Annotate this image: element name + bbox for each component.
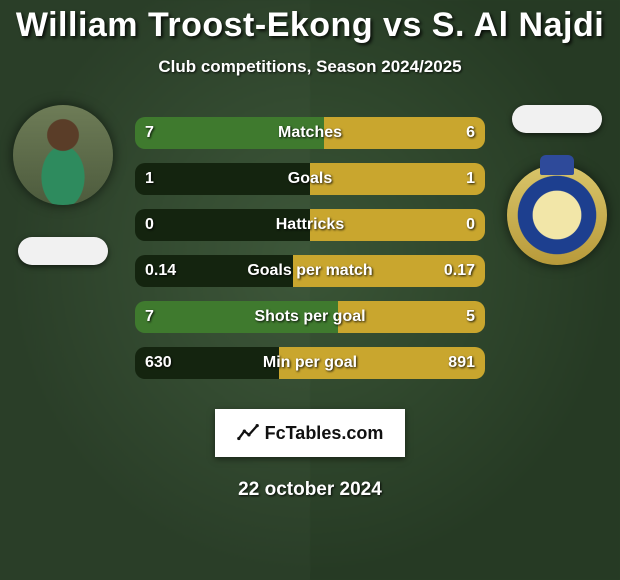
stat-row: 630Min per goal891 (135, 347, 485, 379)
stat-row: 7Matches6 (135, 117, 485, 149)
stat-value-left: 7 (135, 308, 195, 326)
stat-value-right: 6 (425, 124, 485, 142)
stat-value-right: 0.17 (425, 262, 485, 280)
comparison-card: William Troost-Ekong vs S. Al Najdi Club… (0, 0, 620, 580)
stat-label: Hattricks (195, 216, 425, 234)
stat-value-left: 0.14 (135, 262, 195, 280)
brand-text: FcTables.com (265, 423, 384, 444)
stat-row: 1Goals1 (135, 163, 485, 195)
stat-value-right: 5 (425, 308, 485, 326)
stat-label: Min per goal (195, 354, 425, 372)
stat-row: 0Hattricks0 (135, 209, 485, 241)
stat-value-left: 630 (135, 354, 195, 372)
stat-row: 7Shots per goal5 (135, 301, 485, 333)
stat-label: Goals (195, 170, 425, 188)
stat-row: 0.14Goals per match0.17 (135, 255, 485, 287)
stats-block: 7Matches61Goals10Hattricks00.14Goals per… (0, 117, 620, 379)
brand-badge: FcTables.com (215, 409, 405, 457)
stat-value-right: 1 (425, 170, 485, 188)
stat-label: Shots per goal (195, 308, 425, 326)
stat-value-right: 891 (425, 354, 485, 372)
subtitle: Club competitions, Season 2024/2025 (158, 57, 461, 77)
stat-label: Goals per match (195, 262, 425, 280)
page-title: William Troost-Ekong vs S. Al Najdi (16, 6, 604, 45)
stat-value-left: 1 (135, 170, 195, 188)
chart-icon (237, 422, 259, 444)
stat-label: Matches (195, 124, 425, 142)
stat-value-right: 0 (425, 216, 485, 234)
date-label: 22 october 2024 (238, 479, 382, 501)
stat-value-left: 0 (135, 216, 195, 234)
stat-value-left: 7 (135, 124, 195, 142)
stats-list: 7Matches61Goals10Hattricks00.14Goals per… (135, 117, 485, 379)
